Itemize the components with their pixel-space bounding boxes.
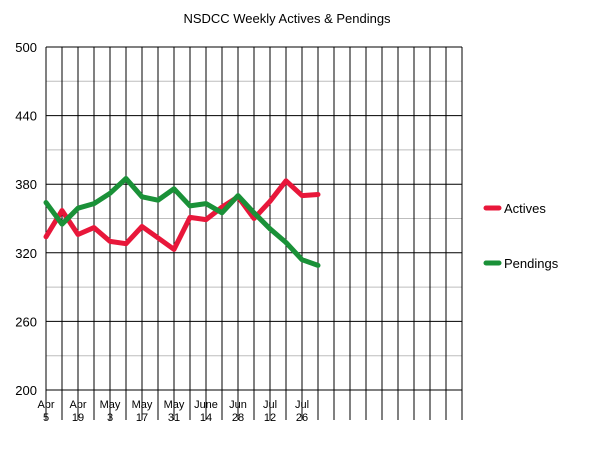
legend-label-pendings: Pendings (504, 256, 559, 271)
legend-label-actives: Actives (504, 201, 546, 216)
x-tick-label-day: 31 (168, 412, 180, 424)
x-tick-label-month: Jun (229, 399, 247, 411)
x-tick-label-month: May (132, 399, 153, 411)
x-tick-label-day: 28 (232, 412, 244, 424)
x-tick-label-day: 14 (200, 412, 212, 424)
legend: Actives Pendings (483, 201, 559, 271)
y-axis: 200 260 320 380 440 500 (15, 40, 37, 398)
series-line-pendings (43, 176, 321, 268)
x-tick-label-month: Jul (263, 399, 277, 411)
x-tick-label-day: 26 (296, 412, 308, 424)
y-tick-label: 440 (15, 109, 37, 124)
y-tick-label: 320 (15, 246, 37, 261)
x-tick-label-month: June (194, 399, 218, 411)
x-tick-label-day: 17 (136, 412, 148, 424)
x-axis: Apr5Apr19May3May17May31June14Jun28Jul12J… (37, 390, 463, 424)
y-tick-label: 380 (15, 177, 37, 192)
series-line-actives (43, 178, 321, 252)
x-tick-label-month: Apr (37, 399, 54, 411)
x-tick-label-month: May (164, 399, 185, 411)
series-lines (43, 176, 321, 268)
y-tick-label: 200 (15, 383, 37, 398)
chart-title: NSDCC Weekly Actives & Pendings (183, 11, 391, 26)
x-tick-label-day: 19 (72, 412, 84, 424)
y-tick-label: 260 (15, 314, 37, 329)
x-tick-label-month: Jul (295, 399, 309, 411)
y-tick-label: 500 (15, 40, 37, 55)
x-tick-label-month: May (100, 399, 121, 411)
x-tick-label-day: 12 (264, 412, 276, 424)
x-tick-label-month: Apr (69, 399, 86, 411)
x-tick-label-day: 3 (107, 412, 113, 424)
x-tick-label-day: 5 (43, 412, 49, 424)
